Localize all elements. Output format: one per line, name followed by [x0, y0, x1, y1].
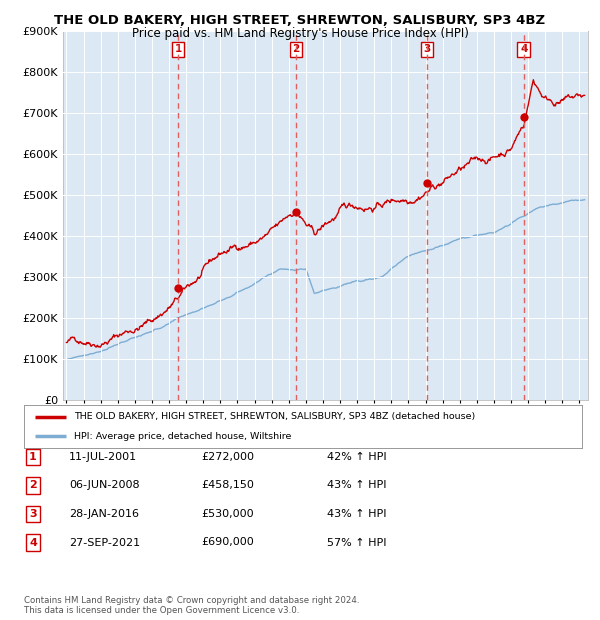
- Text: 2: 2: [29, 480, 37, 490]
- Text: 3: 3: [29, 509, 37, 519]
- Text: £458,150: £458,150: [201, 480, 254, 490]
- Text: THE OLD BAKERY, HIGH STREET, SHREWTON, SALISBURY, SP3 4BZ: THE OLD BAKERY, HIGH STREET, SHREWTON, S…: [55, 14, 545, 27]
- Text: THE OLD BAKERY, HIGH STREET, SHREWTON, SALISBURY, SP3 4BZ (detached house): THE OLD BAKERY, HIGH STREET, SHREWTON, S…: [74, 412, 475, 422]
- Text: £530,000: £530,000: [201, 509, 254, 519]
- Text: £272,000: £272,000: [201, 452, 254, 462]
- Text: 28-JAN-2016: 28-JAN-2016: [69, 509, 139, 519]
- Text: 06-JUN-2008: 06-JUN-2008: [69, 480, 140, 490]
- Text: 3: 3: [423, 45, 430, 55]
- Text: 43% ↑ HPI: 43% ↑ HPI: [327, 480, 386, 490]
- Text: 4: 4: [29, 538, 37, 547]
- Text: 2: 2: [292, 45, 300, 55]
- Text: 11-JUL-2001: 11-JUL-2001: [69, 452, 137, 462]
- Text: HPI: Average price, detached house, Wiltshire: HPI: Average price, detached house, Wilt…: [74, 432, 292, 441]
- Text: 42% ↑ HPI: 42% ↑ HPI: [327, 452, 386, 462]
- Text: 57% ↑ HPI: 57% ↑ HPI: [327, 538, 386, 547]
- Text: 4: 4: [520, 45, 527, 55]
- Text: 1: 1: [175, 45, 182, 55]
- Text: 1: 1: [29, 452, 37, 462]
- Text: 27-SEP-2021: 27-SEP-2021: [69, 538, 140, 547]
- Text: 43% ↑ HPI: 43% ↑ HPI: [327, 509, 386, 519]
- Text: Price paid vs. HM Land Registry's House Price Index (HPI): Price paid vs. HM Land Registry's House …: [131, 27, 469, 40]
- Text: Contains HM Land Registry data © Crown copyright and database right 2024.
This d: Contains HM Land Registry data © Crown c…: [24, 596, 359, 615]
- Text: £690,000: £690,000: [201, 538, 254, 547]
